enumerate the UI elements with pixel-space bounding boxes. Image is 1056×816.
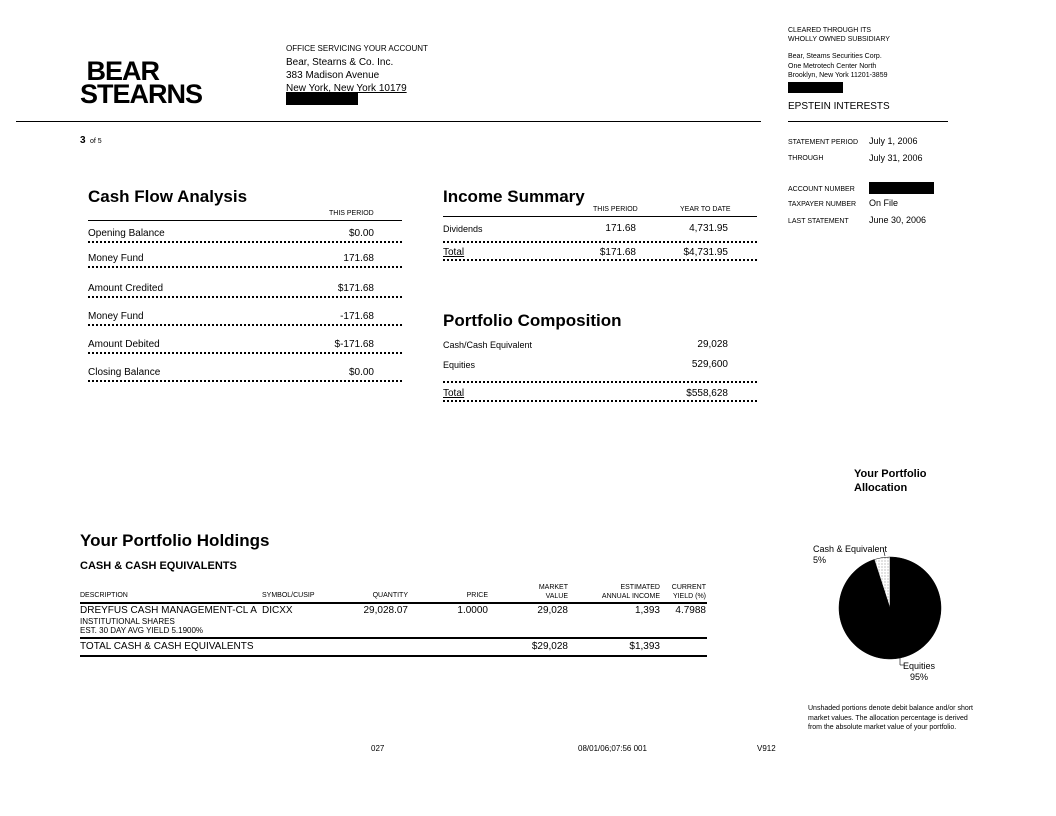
cash-flow-title: Cash Flow Analysis (88, 187, 248, 206)
rule (80, 655, 707, 657)
taxpayer-value: On File (869, 198, 899, 208)
symbol: DICXX (262, 605, 293, 616)
rule (443, 216, 757, 217)
section-title: CASH & CASH EQUIVALENTS (80, 560, 237, 572)
cash-flow-label: Opening Balance (88, 228, 165, 239)
footer-code: 027 (371, 744, 385, 753)
description-detail: INSTITUTIONAL SHARES EST. 30 DAY AVG YIEL… (80, 617, 204, 635)
account-label: ACCOUNT NUMBER (788, 186, 855, 193)
dotted-rule (88, 324, 402, 326)
portfolio-label: Equities (443, 360, 476, 370)
cash-flow-value: 171.68 (343, 253, 374, 264)
column-header: QUANTITY (372, 592, 408, 599)
footer-timestamp: 08/01/06;07:56 001 (578, 744, 647, 753)
income-value: 4,731.95 (689, 223, 728, 234)
allocation-pie-chart (838, 548, 942, 666)
column-header: THIS PERIOD (593, 206, 638, 213)
office-label: OFFICE SERVICING YOUR ACCOUNT (286, 44, 428, 53)
office-address: Bear, Stearns & Co. Inc. 383 Madison Aven… (286, 57, 407, 94)
dotted-rule (88, 380, 402, 382)
dotted-rule (88, 241, 402, 243)
column-header: MARKET VALUE (538, 584, 568, 600)
pie-label-equities: Equities 95% (903, 661, 936, 682)
total-income: $1,393 (629, 641, 660, 652)
income-label: Total (443, 247, 465, 258)
pie-slice-cash-equivalent (873, 556, 891, 609)
cash-flow-value: $0.00 (348, 367, 374, 378)
cash-flow-value: $171.68 (337, 283, 374, 294)
cash-flow-label: Amount Debited (88, 339, 160, 350)
rule (80, 602, 707, 604)
cash-flow-value: $-171.68 (334, 339, 374, 350)
portfolio-value: $558,628 (686, 388, 728, 399)
dotted-rule (443, 381, 757, 383)
market-value: 29,028 (537, 605, 568, 616)
cash-flow-value: -171.68 (340, 311, 374, 322)
footer-code: V912 (757, 744, 776, 753)
cash-flow-label: Closing Balance (88, 367, 161, 378)
portfolio-value: 29,028 (697, 339, 728, 350)
column-header: YEAR TO DATE (680, 206, 731, 213)
total-label: TOTAL CASH & CASH EQUIVALENTS (80, 641, 254, 652)
cleared-through: CLEARED THROUGH ITS WHOLLY OWNED SUBSIDIA… (788, 27, 890, 43)
income-value: $4,731.95 (683, 247, 729, 258)
income-value: 171.68 (605, 223, 636, 234)
quantity: 29,028.07 (363, 605, 409, 616)
taxpayer-label: TAXPAYER NUMBER (788, 201, 857, 208)
redacted-account-number (869, 182, 934, 194)
through-value: July 31, 2006 (869, 153, 923, 163)
portfolio-label: Cash/Cash Equivalent (443, 340, 533, 350)
portfolio-title: Portfolio Composition (443, 311, 622, 330)
column-header: DESCRIPTION (80, 592, 128, 599)
price: 1.0000 (457, 605, 488, 616)
cash-flow-value: $0.00 (348, 228, 374, 239)
period-label: STATEMENT PERIOD (788, 139, 859, 146)
description: DREYFUS CASH MANAGEMENT-CL A (80, 605, 257, 616)
column-header: CURRENT YIELD (%) (671, 584, 706, 600)
dotted-rule (443, 259, 757, 261)
rule (88, 220, 402, 221)
cash-flow-label: Money Fund (88, 253, 144, 264)
dotted-rule (443, 400, 757, 402)
cash-flow-label: Amount Credited (88, 283, 164, 294)
column-header: PRICE (466, 592, 488, 599)
period-value: July 1, 2006 (869, 136, 918, 146)
through-label: THROUGH (788, 155, 824, 162)
income-value: $171.68 (599, 247, 636, 258)
dotted-rule (88, 296, 402, 298)
allocation-note: Unshaded portions denote debit balance a… (808, 705, 974, 731)
column-header: SYMBOL/CUSIP (262, 592, 315, 599)
allocation-title: Your Portfolio Allocation (854, 468, 927, 494)
header-rule-right (788, 121, 948, 122)
income-title: Income Summary (443, 187, 585, 206)
dotted-rule (88, 266, 402, 268)
pie-label-cash: Cash & Equivalent 5% (813, 544, 888, 565)
column-header: ESTIMATED ANNUAL INCOME (601, 584, 660, 600)
annual-income: 1,393 (634, 605, 660, 616)
redacted-block (788, 82, 843, 93)
dotted-rule (88, 352, 402, 354)
page-number: 3 of 5 (80, 135, 102, 146)
cash-flow-label: Money Fund (88, 311, 144, 322)
redacted-block (286, 92, 358, 105)
dotted-rule (443, 241, 757, 243)
column-header: THIS PERIOD (329, 210, 374, 217)
total-value: $29,028 (531, 641, 568, 652)
income-label: Dividends (443, 224, 483, 234)
portfolio-value: 529,600 (691, 359, 728, 370)
account-name: EPSTEIN INTERESTS (788, 101, 890, 112)
header-rule (16, 121, 761, 122)
portfolio-label: Total (443, 388, 465, 399)
current-yield: 4.7988 (675, 605, 706, 616)
last-statement-value: June 30, 2006 (869, 215, 927, 225)
bear-stearns-logo: BEAR STEARNS (80, 56, 203, 109)
subsidiary-address: Bear, Steams Securities Corp. One Metrote… (788, 53, 888, 79)
rule (80, 637, 707, 639)
cash-leader-line (882, 548, 886, 557)
last-statement-label: LAST STATEMENT (788, 218, 849, 225)
holdings-title: Your Portfolio Holdings (80, 531, 270, 550)
